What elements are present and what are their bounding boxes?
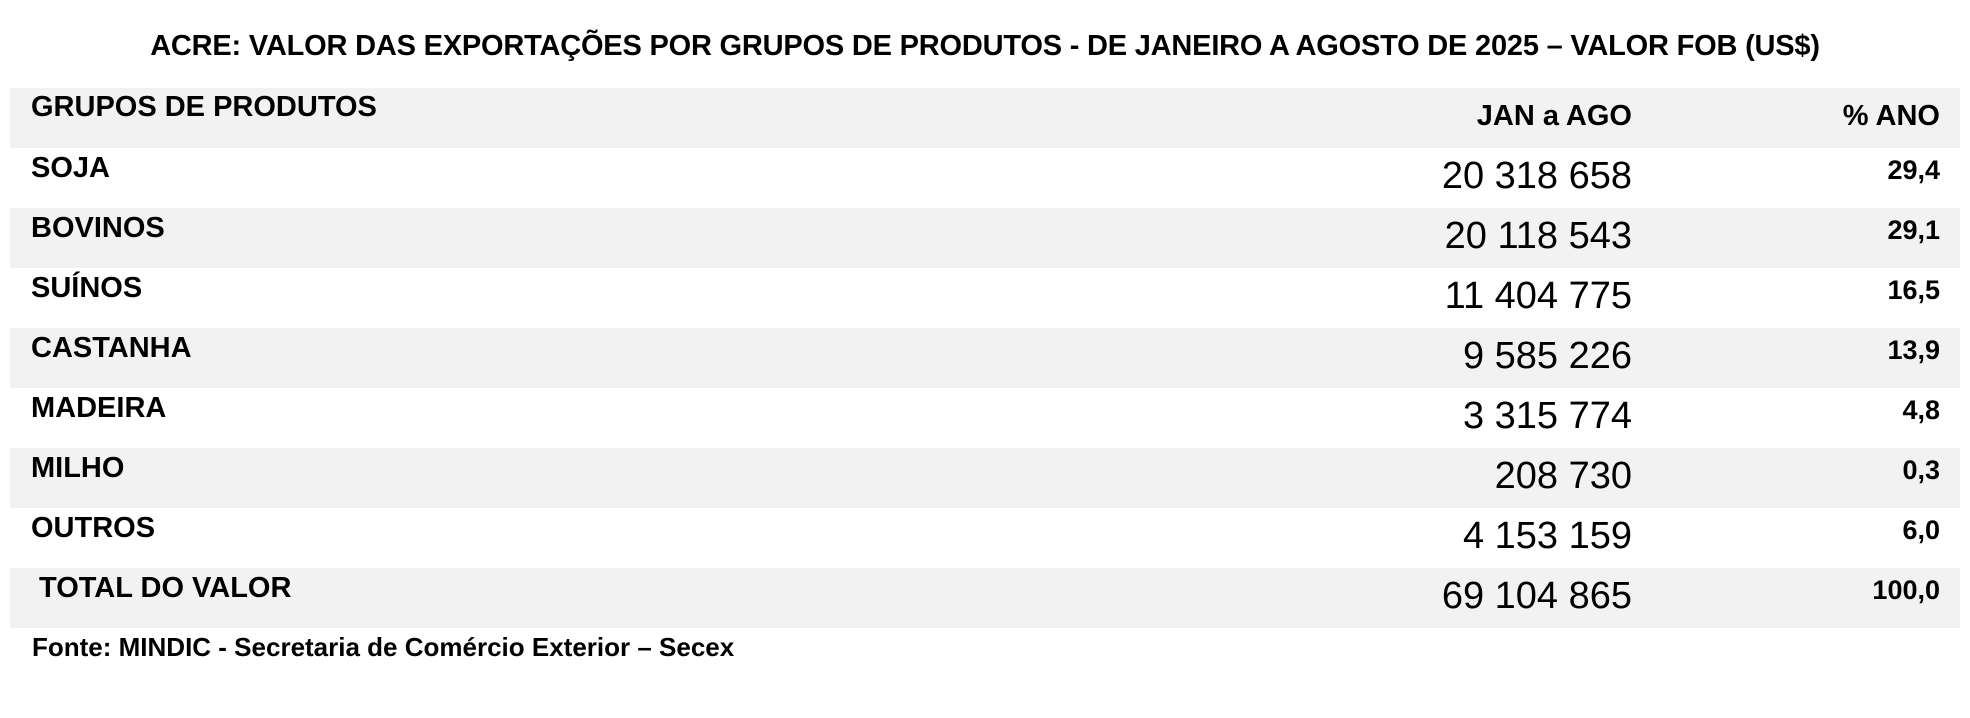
row-value: 3 315 774 xyxy=(1462,395,1632,437)
row-value: 11 404 775 xyxy=(1444,275,1632,317)
row-group-label: OUTROS xyxy=(31,512,156,544)
row-percent: 0,3 xyxy=(1902,455,1940,485)
table-row-bovinos: BOVINOS 20 118 543 29,1 xyxy=(10,208,1960,268)
table-header-row: GRUPOS DE PRODUTOS JAN a AGO % ANO xyxy=(10,88,1960,148)
source-note: Fonte: MINDIC - Secretaria de Comércio E… xyxy=(32,632,735,662)
row-percent: 29,4 xyxy=(1887,155,1940,185)
row-group-label: MADEIRA xyxy=(31,392,167,424)
total-value: 69 104 865 xyxy=(1441,575,1632,617)
row-value: 9 585 226 xyxy=(1462,335,1632,377)
row-group-label: MILHO xyxy=(31,452,125,484)
row-percent: 29,1 xyxy=(1887,215,1940,245)
table-row-suinos: SUÍNOS 11 404 775 16,5 xyxy=(10,268,1960,328)
total-percent: 100,0 xyxy=(1872,575,1940,605)
row-value: 208 730 xyxy=(1494,455,1632,497)
row-value: 4 153 159 xyxy=(1462,515,1632,557)
table-row-castanha: CASTANHA 9 585 226 13,9 xyxy=(10,328,1960,388)
table-row-milho: MILHO 208 730 0,3 xyxy=(10,448,1960,508)
table-row-outros: OUTROS 4 153 159 6,0 xyxy=(10,508,1960,568)
table-row-madeira: MADEIRA 3 315 774 4,8 xyxy=(10,388,1960,448)
row-group-label: SUÍNOS xyxy=(31,272,143,304)
row-percent: 13,9 xyxy=(1887,335,1940,365)
total-label: TOTAL DO VALOR xyxy=(39,572,292,604)
row-value: 20 318 658 xyxy=(1441,155,1632,197)
row-group-label: SOJA xyxy=(31,152,110,184)
table-row-soja: SOJA 20 318 658 29,4 xyxy=(10,148,1960,208)
header-pct-ano: % ANO xyxy=(1842,100,1940,132)
row-percent: 4,8 xyxy=(1902,395,1940,425)
exports-table: GRUPOS DE PRODUTOS JAN a AGO % ANO SOJA … xyxy=(10,88,1960,628)
row-group-label: BOVINOS xyxy=(31,212,165,244)
header-jan-ago: JAN a AGO xyxy=(1476,100,1632,132)
row-group-label: CASTANHA xyxy=(31,332,192,364)
header-groups: GRUPOS DE PRODUTOS xyxy=(31,91,377,123)
row-percent: 6,0 xyxy=(1902,515,1940,545)
table-title: ACRE: VALOR DAS EXPORTAÇÕES POR GRUPOS D… xyxy=(150,30,1820,62)
table-row-total: TOTAL DO VALOR 69 104 865 100,0 xyxy=(10,568,1960,628)
row-percent: 16,5 xyxy=(1887,275,1940,305)
row-value: 20 118 543 xyxy=(1444,215,1632,257)
